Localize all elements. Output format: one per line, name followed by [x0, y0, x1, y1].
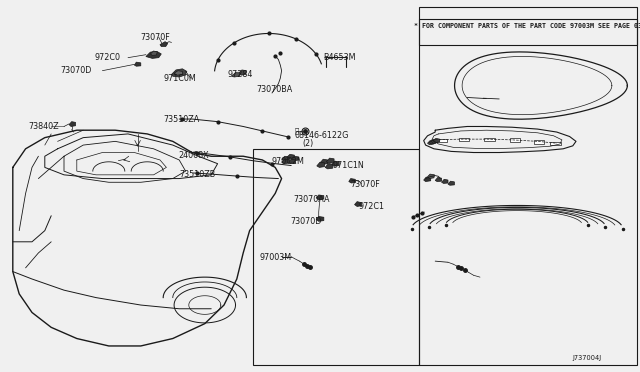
Polygon shape	[326, 158, 334, 163]
Bar	[510, 138, 520, 142]
Polygon shape	[160, 42, 168, 46]
Polygon shape	[428, 141, 434, 145]
Polygon shape	[431, 139, 438, 143]
Text: 972C0: 972C0	[95, 53, 121, 62]
Text: 73070BA: 73070BA	[256, 85, 292, 94]
Polygon shape	[316, 217, 324, 221]
Polygon shape	[317, 162, 324, 167]
Bar	[550, 142, 561, 145]
Text: (2): (2)	[302, 139, 314, 148]
Polygon shape	[433, 138, 440, 142]
Polygon shape	[355, 202, 362, 206]
Polygon shape	[282, 159, 289, 164]
Polygon shape	[287, 154, 294, 159]
Polygon shape	[320, 159, 328, 164]
Text: 24068X: 24068X	[178, 151, 209, 160]
Polygon shape	[174, 71, 182, 75]
Polygon shape	[232, 73, 240, 77]
Text: 73510ZB: 73510ZB	[179, 170, 216, 179]
Bar	[459, 138, 469, 141]
Polygon shape	[424, 177, 431, 182]
Text: 73840Z: 73840Z	[28, 122, 59, 131]
Polygon shape	[325, 164, 333, 169]
Text: 73070F: 73070F	[351, 180, 380, 189]
Polygon shape	[172, 69, 187, 77]
Text: 73070F: 73070F	[141, 33, 170, 42]
Polygon shape	[282, 156, 289, 161]
Text: J737004J: J737004J	[573, 355, 602, 361]
Bar	[419, 7, 637, 45]
Bar	[253, 149, 419, 365]
Polygon shape	[288, 159, 296, 164]
Text: 73070AA: 73070AA	[293, 195, 330, 203]
Polygon shape	[146, 51, 161, 58]
Text: 73070D: 73070D	[290, 217, 321, 226]
Text: 97284: 97284	[227, 70, 253, 79]
Polygon shape	[349, 179, 356, 183]
Bar	[534, 140, 544, 144]
Text: 970C2M: 970C2M	[272, 157, 305, 166]
Polygon shape	[448, 181, 454, 185]
Polygon shape	[291, 156, 299, 161]
Polygon shape	[435, 177, 442, 182]
Text: 972C1: 972C1	[358, 202, 385, 211]
Text: ⓘ: ⓘ	[295, 128, 299, 134]
Polygon shape	[238, 70, 246, 75]
Text: B4653M: B4653M	[323, 53, 356, 62]
Text: 971C0M: 971C0M	[163, 74, 196, 83]
Text: 73070D: 73070D	[60, 66, 92, 75]
Polygon shape	[429, 140, 436, 144]
Text: 73510ZA: 73510ZA	[163, 115, 200, 124]
Text: 08146-6122G: 08146-6122G	[294, 131, 349, 140]
Bar	[419, 19, 637, 365]
Polygon shape	[134, 62, 141, 66]
Polygon shape	[316, 195, 324, 200]
Polygon shape	[69, 122, 76, 126]
Bar	[484, 138, 495, 141]
Text: 971C1N: 971C1N	[333, 161, 365, 170]
Bar	[436, 139, 447, 142]
Text: * FOR COMPONENT PARTS OF THE PART CODE 97003M SEE PAGE 03: * FOR COMPONENT PARTS OF THE PART CODE 9…	[414, 23, 640, 29]
Polygon shape	[332, 161, 339, 166]
Polygon shape	[442, 179, 448, 183]
Polygon shape	[428, 174, 435, 179]
Text: 97003M: 97003M	[259, 253, 291, 262]
Polygon shape	[150, 51, 157, 55]
